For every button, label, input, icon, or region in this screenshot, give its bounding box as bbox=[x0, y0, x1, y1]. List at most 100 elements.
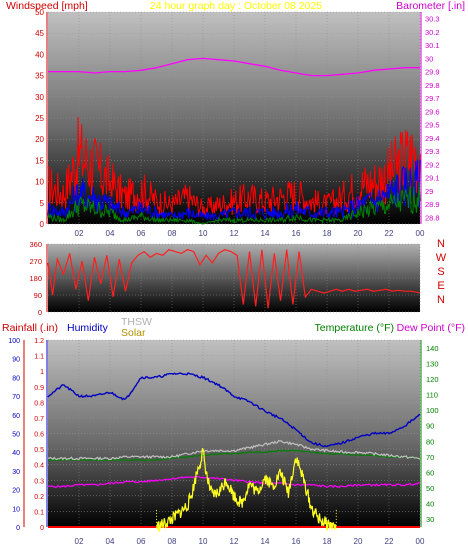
wind-y-tick: 50 bbox=[35, 8, 44, 17]
humidity-y-tick: 70 bbox=[12, 394, 20, 401]
wind-y-tick: 30 bbox=[35, 93, 44, 102]
direction-y-tick: 0 bbox=[38, 308, 42, 317]
chart-title: 24 hour graph day : October 08 2025 bbox=[150, 0, 322, 12]
wind-x-tick: 06 bbox=[137, 229, 146, 238]
baro-y-tick: 29.9 bbox=[425, 68, 440, 77]
temp-x-tick: 02 bbox=[75, 537, 84, 546]
rainfall-y-tick: 0.1 bbox=[34, 509, 44, 516]
temp-x-tick: 08 bbox=[168, 537, 177, 546]
direction-compass-label: N bbox=[437, 238, 445, 250]
temp-x-tick: 16 bbox=[292, 537, 301, 546]
rainfall-y-tick: 0.9 bbox=[34, 385, 44, 392]
baro-y-tick: 30.1 bbox=[425, 41, 440, 50]
baro-y-tick: 28.9 bbox=[425, 200, 440, 209]
humidity-y-tick: 20 bbox=[12, 488, 20, 495]
rainfall-y-tick: 0.7 bbox=[34, 416, 44, 423]
barometer-axis-label: Barometer [.in] bbox=[396, 0, 465, 12]
baro-y-tick: 29.7 bbox=[425, 94, 440, 103]
temp-x-tick: 20 bbox=[354, 537, 363, 546]
baro-y-tick: 29.6 bbox=[425, 107, 440, 116]
wind-x-tick: 02 bbox=[75, 229, 84, 238]
series-wind-average bbox=[47, 159, 421, 221]
wind-x-tick: 00 bbox=[416, 229, 425, 238]
temperature-y-tick: 100 bbox=[426, 406, 439, 415]
rainfall-axis-label: Rainfall (.in) bbox=[2, 322, 58, 334]
humidity-y-tick: 50 bbox=[12, 432, 20, 439]
humidity-y-tick: 40 bbox=[12, 450, 20, 457]
temperature-y-tick: 60 bbox=[426, 468, 434, 477]
wind-x-tick: 22 bbox=[385, 229, 394, 238]
rainfall-y-tick: 0.3 bbox=[34, 478, 44, 485]
humidity-y-tick: 90 bbox=[12, 357, 20, 364]
temperature-axis-label: Temperature (°F) bbox=[315, 322, 394, 334]
temp-x-tick: 10 bbox=[199, 537, 208, 546]
temp-x-tick: 22 bbox=[385, 537, 394, 546]
temperature-y-tick: 50 bbox=[426, 484, 434, 493]
windspeed-axis-label: Windspeed [mph] bbox=[6, 0, 88, 12]
temp-x-tick: 14 bbox=[261, 537, 270, 546]
wind-x-tick: 16 bbox=[292, 229, 301, 238]
rainfall-y-tick: 0.6 bbox=[34, 432, 44, 439]
solar-legend: Solar bbox=[121, 327, 146, 339]
direction-y-tick: 90 bbox=[34, 291, 42, 300]
direction-y-tick: 270 bbox=[29, 257, 42, 266]
rainfall-y-tick: 0.8 bbox=[34, 400, 44, 407]
wind-y-tick: 5 bbox=[40, 199, 45, 208]
temperature-y-tick: 30 bbox=[426, 515, 434, 524]
wind-y-tick: 15 bbox=[35, 156, 44, 165]
direction-compass-label: W bbox=[436, 252, 447, 264]
wind-y-tick: 25 bbox=[35, 114, 44, 123]
temperature-y-tick: 120 bbox=[426, 375, 439, 384]
series-dew-point bbox=[47, 475, 421, 489]
wind-y-tick: 10 bbox=[35, 178, 44, 187]
temperature-y-tick: 110 bbox=[426, 391, 438, 400]
rainfall-y-tick: 1.2 bbox=[34, 338, 44, 345]
temperature-y-tick: 90 bbox=[426, 422, 434, 431]
wind-y-tick: 20 bbox=[35, 135, 44, 144]
dewpoint-axis-label: Dew Point (°F) bbox=[397, 322, 465, 334]
series-wind-direction bbox=[47, 249, 421, 309]
series-thsw bbox=[47, 439, 421, 461]
series-temperature bbox=[47, 449, 421, 462]
humidity-y-tick: 80 bbox=[12, 375, 20, 382]
humidity-axis-label: Humidity bbox=[67, 322, 109, 334]
rainfall-y-tick: 1 bbox=[40, 369, 44, 376]
baro-y-tick: 29.2 bbox=[425, 160, 440, 169]
wind-x-tick: 08 bbox=[168, 229, 177, 238]
wind-y-tick: 35 bbox=[35, 72, 44, 81]
temperature-y-tick: 80 bbox=[426, 437, 434, 446]
baro-y-tick: 29.3 bbox=[425, 147, 440, 156]
direction-compass-label: E bbox=[437, 280, 444, 292]
wind-x-tick: 10 bbox=[199, 229, 208, 238]
baro-y-tick: 30 bbox=[425, 54, 433, 63]
temperature-y-tick: 70 bbox=[426, 453, 434, 462]
humidity-y-tick: 30 bbox=[12, 469, 20, 476]
series-wind-gust bbox=[47, 116, 421, 217]
temp-x-tick: 18 bbox=[323, 537, 332, 546]
direction-y-tick: 360 bbox=[29, 240, 42, 249]
series-wind-low bbox=[47, 182, 421, 225]
humidity-y-tick: 10 bbox=[12, 506, 20, 513]
wind-x-tick: 04 bbox=[106, 229, 115, 238]
temp-x-tick: 00 bbox=[416, 537, 425, 546]
wind-y-tick: 40 bbox=[35, 50, 44, 59]
baro-y-tick: 29.5 bbox=[425, 121, 440, 130]
humidity-y-tick: 60 bbox=[12, 413, 20, 420]
temp-x-tick: 06 bbox=[137, 537, 146, 546]
wind-x-tick: 20 bbox=[354, 229, 363, 238]
series-solar bbox=[155, 448, 337, 532]
thsw-legend: THSW bbox=[121, 316, 152, 328]
wind-y-tick: 0 bbox=[40, 220, 45, 229]
series-humidity bbox=[47, 372, 421, 448]
baro-y-tick: 29 bbox=[425, 187, 433, 196]
humidity-y-tick: 0 bbox=[16, 525, 20, 532]
baro-y-tick: 30.3 bbox=[425, 15, 440, 24]
series-barometer bbox=[48, 57, 420, 77]
temp-x-tick: 04 bbox=[106, 537, 115, 546]
humidity-y-tick: 100 bbox=[8, 338, 20, 345]
temperature-y-tick: 140 bbox=[426, 344, 439, 353]
wind-x-tick: 14 bbox=[261, 229, 270, 238]
baro-y-tick: 29.8 bbox=[425, 81, 440, 90]
